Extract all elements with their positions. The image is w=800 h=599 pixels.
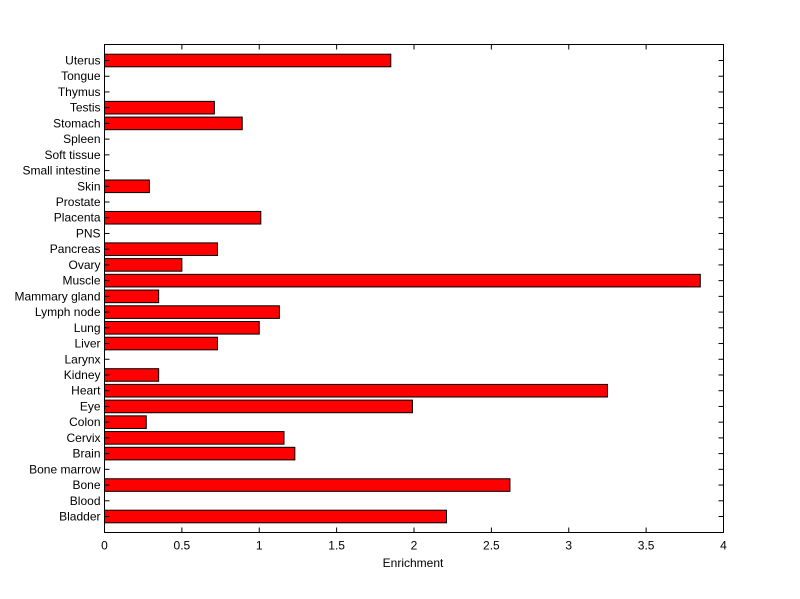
bar-kidney: [104, 368, 160, 382]
x-tick-label: 0.5: [174, 539, 191, 553]
y-tick-label: Uterus: [65, 54, 100, 68]
y-tick-label: Stomach: [53, 116, 100, 130]
y-tick-label: PNS: [76, 226, 101, 240]
bar-lymph-node: [104, 305, 280, 319]
y-tick-label: Lymph node: [35, 305, 101, 319]
bar-ovary: [104, 258, 183, 272]
x-axis: 0 0.5 1 1.5 2 2.5 3 3.5 4: [101, 44, 727, 553]
x-tick-label: 1.5: [328, 539, 345, 553]
y-tick-label: Liver: [74, 337, 100, 351]
y-tick-label: Bone marrow: [29, 462, 101, 476]
y-tick-label: Colon: [69, 415, 100, 429]
y-tick-label: Testis: [70, 101, 101, 115]
y-tick-label: Soft tissue: [44, 148, 100, 162]
y-tick-label: Spleen: [63, 132, 100, 146]
bar-testis: [104, 100, 215, 115]
y-tick-label: Mammary gland: [14, 289, 100, 303]
bar-stomach: [104, 116, 243, 131]
bar-mammary-gland: [104, 289, 160, 304]
y-tick-label: Pancreas: [50, 242, 101, 256]
x-tick-label: 0: [101, 539, 108, 553]
bar-placenta: [104, 210, 262, 225]
bar-cervix: [104, 431, 285, 445]
x-tick-label: 4: [720, 539, 727, 553]
y-tick-label: Tongue: [61, 69, 101, 83]
x-tick-label: 1: [256, 539, 263, 553]
y-tick-label: Thymus: [58, 85, 101, 99]
x-tick-label: 2: [411, 539, 418, 553]
bar-bone: [104, 478, 511, 492]
bar-liver: [104, 336, 218, 351]
bar-brain: [104, 446, 296, 461]
y-tick-label: Skin: [77, 179, 100, 193]
y-tick-label: Bone: [72, 478, 100, 492]
bar-uterus: [104, 53, 392, 68]
bar-lung: [104, 321, 260, 335]
y-tick-label: Eye: [80, 399, 101, 413]
y-tick-label: Larynx: [64, 352, 100, 366]
y-tick-label: Muscle: [62, 274, 100, 288]
bar-heart: [104, 383, 608, 398]
bar-muscle: [104, 273, 701, 288]
bar-pancreas: [104, 242, 218, 256]
bar-skin: [104, 179, 150, 194]
y-tick-label: Brain: [72, 447, 100, 461]
y-tick-label: Cervix: [66, 431, 100, 445]
bar-bladder: [104, 509, 447, 524]
y-tick-label: Small intestine: [22, 164, 100, 178]
y-tick-label: Blood: [70, 494, 101, 508]
y-tick-label: Ovary: [68, 258, 100, 272]
bar-eye: [104, 399, 413, 414]
x-tick-label: 2.5: [483, 539, 500, 553]
y-tick-label: Kidney: [64, 368, 101, 382]
x-tick-label: 3.5: [638, 539, 655, 553]
y-tick-label: Placenta: [54, 211, 101, 225]
y-tick-label: Bladder: [59, 510, 100, 524]
x-tick-label: 3: [565, 539, 572, 553]
y-tick-label: Prostate: [56, 195, 101, 209]
bar-colon: [104, 415, 147, 429]
y-tick-label: Heart: [71, 384, 101, 398]
bars-group: [104, 53, 701, 524]
x-axis-label: Enrichment: [383, 556, 444, 570]
y-tick-label: Lung: [74, 321, 101, 335]
